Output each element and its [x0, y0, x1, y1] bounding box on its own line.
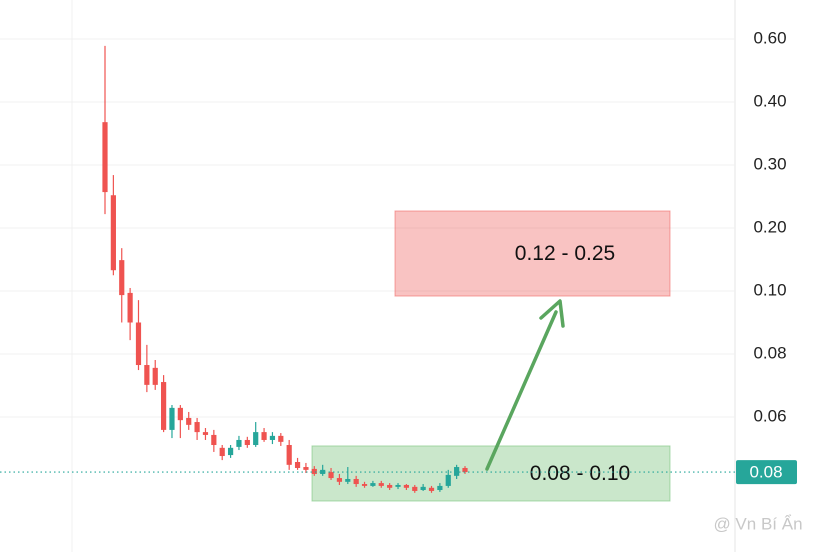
candle-body — [345, 478, 351, 482]
last-price-label: 0.08 — [749, 463, 782, 482]
zone-label: 0.12 - 0.25 — [515, 242, 615, 265]
candle-body — [437, 485, 443, 491]
candle-body — [286, 445, 292, 465]
candle-body — [269, 435, 276, 440]
candle-body — [370, 483, 376, 486]
y-tick-label: 0.10 — [753, 280, 786, 299]
candle-body — [445, 474, 451, 486]
candle-body — [395, 484, 401, 487]
candle-body — [102, 122, 108, 193]
candle-body — [194, 422, 200, 433]
y-tick-label: 0.06 — [753, 406, 786, 425]
candle-body — [253, 432, 259, 446]
candle-body — [387, 484, 393, 488]
candle-body — [127, 292, 133, 323]
candle-body — [177, 407, 183, 421]
candle-body — [353, 478, 359, 485]
candle-body — [186, 417, 192, 425]
candle-body — [278, 435, 284, 442]
candle-body — [378, 483, 384, 486]
candle-body — [119, 260, 125, 296]
candle-body — [261, 432, 267, 440]
candle-body — [454, 467, 460, 476]
candle-body — [336, 478, 343, 482]
candle-body — [244, 439, 250, 446]
last-price-badge — [736, 460, 797, 485]
candle-body — [462, 467, 468, 473]
candle-body — [311, 468, 317, 474]
candle-body — [219, 447, 225, 457]
candle-body — [211, 434, 217, 446]
zone-label: 0.08 - 0.10 — [530, 462, 630, 485]
candle-body — [403, 484, 409, 488]
y-tick-label: 0.20 — [753, 217, 786, 236]
arrow — [485, 299, 565, 471]
watermark: @ Vn Bí Ẩn — [713, 514, 802, 533]
candle-body — [236, 439, 242, 447]
candle-body — [428, 487, 435, 491]
y-tick-label: 0.08 — [753, 343, 786, 362]
candle-body — [328, 472, 334, 479]
y-tick-label: 0.40 — [753, 91, 786, 110]
candle-body — [144, 365, 150, 385]
target-zone — [311, 445, 671, 502]
candle-body — [169, 407, 175, 430]
candle-body — [227, 447, 234, 456]
candle-body — [161, 382, 167, 430]
candle-body — [294, 462, 301, 468]
candle-body — [303, 467, 309, 470]
candle-body — [420, 486, 426, 491]
candle-body — [361, 484, 368, 486]
candle-body — [320, 469, 326, 474]
target-zone — [394, 210, 671, 297]
y-tick-label: 0.60 — [753, 28, 786, 47]
candle-body — [152, 367, 158, 385]
candle-body — [412, 486, 418, 491]
y-tick-label: 0.30 — [753, 154, 786, 173]
candle-body — [110, 195, 116, 271]
candle-body — [135, 322, 142, 366]
candle-body — [202, 432, 209, 435]
